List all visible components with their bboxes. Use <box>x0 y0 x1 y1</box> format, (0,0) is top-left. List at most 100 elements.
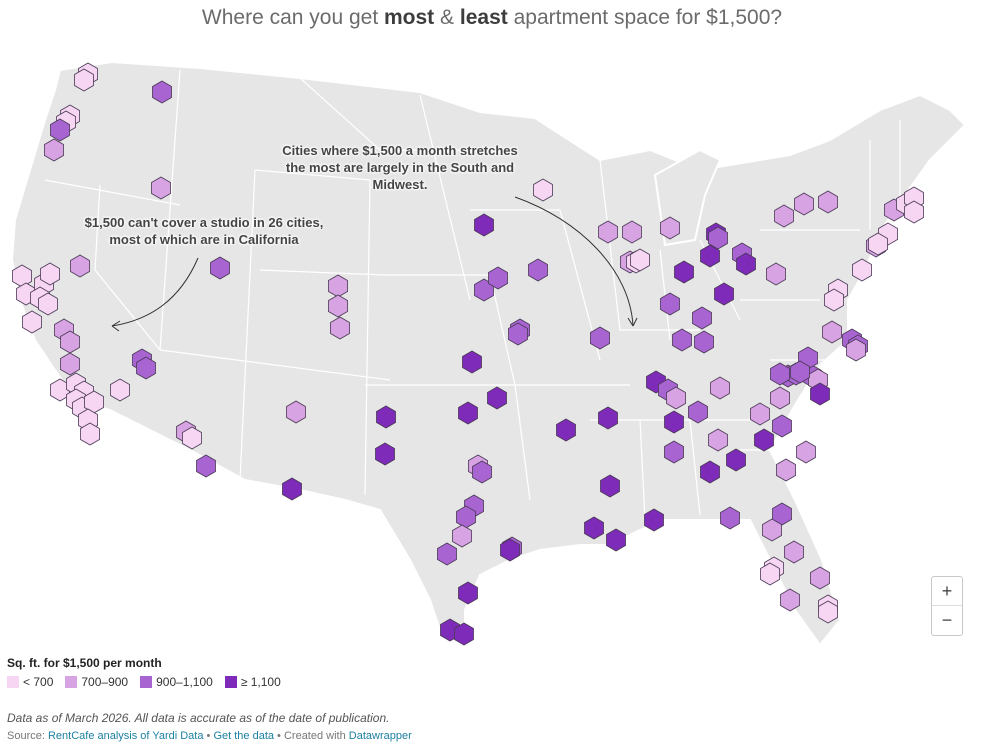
city-hex-marker[interactable] <box>664 410 684 434</box>
city-hex-marker[interactable] <box>904 200 924 224</box>
city-hex-marker[interactable] <box>736 252 756 276</box>
city-hex-marker[interactable] <box>458 581 478 605</box>
city-hex-marker[interactable] <box>584 516 604 540</box>
city-hex-marker[interactable] <box>708 428 728 452</box>
city-hex-marker[interactable] <box>660 216 680 240</box>
city-hex-marker[interactable] <box>700 460 720 484</box>
city-hex-marker[interactable] <box>776 458 796 482</box>
city-hex-marker[interactable] <box>488 266 508 290</box>
city-markers[interactable] <box>12 62 924 646</box>
city-hex-marker[interactable] <box>700 244 720 268</box>
city-hex-marker[interactable] <box>556 418 576 442</box>
city-hex-marker[interactable] <box>474 278 494 302</box>
city-hex-marker[interactable] <box>452 524 472 548</box>
city-hex-marker[interactable] <box>766 262 786 286</box>
city-hex-marker[interactable] <box>508 322 528 346</box>
city-hex-marker[interactable] <box>500 538 520 562</box>
city-hex-marker[interactable] <box>286 400 306 424</box>
city-hex-marker[interactable] <box>474 213 494 237</box>
city-hex-marker[interactable] <box>462 350 482 374</box>
city-hex-marker[interactable] <box>868 232 888 256</box>
city-hex-marker[interactable] <box>810 382 830 406</box>
city-hex-marker[interactable] <box>714 282 734 306</box>
get-data-link[interactable]: Get the data <box>213 730 274 742</box>
city-hex-marker[interactable] <box>487 386 507 410</box>
city-hex-marker[interactable] <box>710 376 730 400</box>
city-hex-marker[interactable] <box>672 328 692 352</box>
city-hex-marker[interactable] <box>151 176 171 200</box>
city-hex-marker[interactable] <box>726 448 746 472</box>
city-hex-marker[interactable] <box>822 320 842 344</box>
city-hex-marker[interactable] <box>754 428 774 452</box>
us-map[interactable] <box>0 40 984 650</box>
datawrapper-link[interactable]: Datawrapper <box>348 730 412 742</box>
city-hex-marker[interactable] <box>784 540 804 564</box>
city-hex-marker[interactable] <box>136 356 156 380</box>
city-hex-marker[interactable] <box>590 326 610 350</box>
zoom-in-button[interactable]: + <box>941 581 953 601</box>
city-hex-marker[interactable] <box>762 518 782 542</box>
source-link[interactable]: RentCafe analysis of Yardi Data <box>47 730 204 742</box>
city-hex-marker[interactable] <box>818 190 838 214</box>
city-hex-marker[interactable] <box>84 390 104 414</box>
city-hex-marker[interactable] <box>182 426 202 450</box>
city-hex-marker[interactable] <box>376 405 396 429</box>
city-hex-marker[interactable] <box>750 402 770 426</box>
city-hex-marker[interactable] <box>282 477 302 501</box>
city-hex-marker[interactable] <box>74 68 94 92</box>
city-hex-marker[interactable] <box>852 258 872 282</box>
city-hex-marker[interactable] <box>152 80 172 104</box>
city-hex-marker[interactable] <box>664 440 684 464</box>
city-hex-marker[interactable] <box>774 204 794 228</box>
city-hex-marker[interactable] <box>40 262 60 286</box>
city-hex-marker[interactable] <box>692 306 712 330</box>
city-hex-marker[interactable] <box>644 508 664 532</box>
city-hex-marker[interactable] <box>666 386 686 410</box>
city-hex-marker[interactable] <box>674 260 694 284</box>
city-hex-marker[interactable] <box>598 406 618 430</box>
city-hex-marker[interactable] <box>796 440 816 464</box>
city-hex-marker[interactable] <box>60 330 80 354</box>
city-hex-marker[interactable] <box>328 294 348 318</box>
city-hex-marker[interactable] <box>60 352 80 376</box>
city-hex-marker[interactable] <box>458 401 478 425</box>
city-hex-marker[interactable] <box>38 292 58 316</box>
city-hex-marker[interactable] <box>824 288 844 312</box>
city-hex-marker[interactable] <box>44 138 64 162</box>
city-hex-marker[interactable] <box>694 330 714 354</box>
city-hex-marker[interactable] <box>720 506 740 530</box>
city-hex-marker[interactable] <box>437 542 457 566</box>
city-hex-marker[interactable] <box>790 360 810 384</box>
city-hex-marker[interactable] <box>210 256 230 280</box>
city-hex-marker[interactable] <box>80 422 100 446</box>
city-hex-marker[interactable] <box>12 264 32 288</box>
city-hex-marker[interactable] <box>533 178 553 202</box>
city-hex-marker[interactable] <box>110 378 130 402</box>
city-hex-marker[interactable] <box>598 220 618 244</box>
city-hex-marker[interactable] <box>454 622 474 646</box>
city-hex-marker[interactable] <box>70 254 90 278</box>
city-hex-marker[interactable] <box>330 316 350 340</box>
city-hex-marker[interactable] <box>708 226 728 250</box>
city-hex-marker[interactable] <box>196 454 216 478</box>
city-hex-marker[interactable] <box>328 274 348 298</box>
city-hex-marker[interactable] <box>660 292 680 316</box>
zoom-out-button[interactable]: − <box>941 610 953 630</box>
city-hex-marker[interactable] <box>630 248 650 272</box>
city-hex-marker[interactable] <box>846 338 866 362</box>
city-hex-marker[interactable] <box>780 588 800 612</box>
city-hex-marker[interactable] <box>688 400 708 424</box>
city-hex-marker[interactable] <box>472 460 492 484</box>
city-hex-marker[interactable] <box>528 258 548 282</box>
city-hex-marker[interactable] <box>810 566 830 590</box>
city-hex-marker[interactable] <box>606 528 626 552</box>
city-hex-marker[interactable] <box>794 192 814 216</box>
city-hex-marker[interactable] <box>375 442 395 466</box>
city-hex-marker[interactable] <box>770 362 790 386</box>
city-hex-marker[interactable] <box>818 600 838 624</box>
city-hex-marker[interactable] <box>600 474 620 498</box>
city-hex-marker[interactable] <box>772 414 792 438</box>
city-hex-marker[interactable] <box>50 118 70 142</box>
city-hex-marker[interactable] <box>622 220 642 244</box>
city-hex-marker[interactable] <box>456 505 476 529</box>
